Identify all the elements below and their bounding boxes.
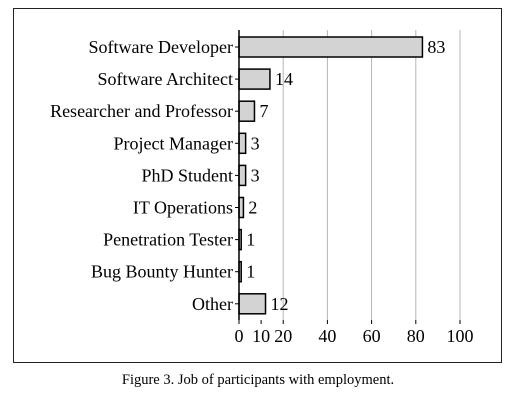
category-label-1: Software Architect [98, 69, 233, 89]
value-label-0: 83 [427, 37, 445, 57]
bar-8 [238, 293, 267, 315]
value-label-3: 3 [251, 133, 260, 153]
bars [238, 36, 424, 315]
x-tick-label-100: 100 [447, 326, 474, 346]
gridlines [282, 30, 461, 320]
x-tick-label-80: 80 [407, 326, 425, 346]
value-label-4: 3 [251, 165, 260, 185]
value-label-1: 14 [275, 69, 293, 89]
x-tick-label-10: 10 [252, 326, 270, 346]
value-label-2: 7 [259, 101, 268, 121]
category-label-4: PhD Student [141, 165, 233, 185]
x-tick-label-40: 40 [318, 326, 336, 346]
bar-3 [238, 132, 247, 155]
category-label-8: Other [192, 294, 233, 314]
figure-caption: Figure 3. Job of participants with emplo… [121, 372, 395, 388]
value-label-5: 2 [248, 198, 257, 218]
category-label-2: Researcher and Professor [50, 101, 233, 121]
category-label-6: Penetration Tester [103, 230, 233, 250]
category-label-5: IT Operations [133, 198, 233, 218]
category-label-7: Bug Bounty Hunter [91, 262, 233, 282]
x-tick-label-20: 20 [274, 326, 292, 346]
axes [235, 30, 461, 324]
value-label-6: 1 [246, 230, 255, 250]
x-tick-label-0: 0 [235, 326, 244, 346]
category-label-0: Software Developer [89, 37, 233, 57]
x-tick-label-60: 60 [363, 326, 381, 346]
bar-0 [238, 36, 424, 58]
chart-frame [13, 8, 502, 363]
bar-1 [238, 68, 271, 90]
value-label-8: 12 [271, 294, 289, 314]
value-label-7: 1 [246, 262, 255, 282]
bar-4 [238, 164, 247, 187]
category-label-3: Project Manager [114, 133, 233, 153]
bar-2 [238, 100, 256, 122]
